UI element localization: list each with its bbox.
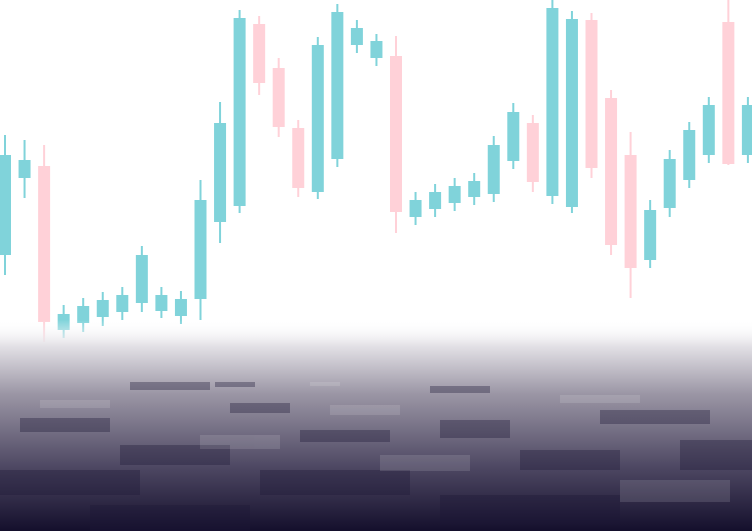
candle-body (702, 105, 715, 155)
candle-body (605, 98, 618, 245)
candle-body (96, 300, 109, 317)
candle-body (565, 19, 578, 207)
candle-body (722, 22, 735, 164)
candle-body (526, 123, 539, 182)
candle-body (468, 181, 481, 197)
candle-body (546, 8, 559, 196)
candle-body (135, 255, 148, 303)
candle-body (18, 160, 31, 178)
candle-body (370, 41, 383, 58)
candle-body (233, 18, 246, 206)
candle-body (214, 123, 227, 222)
candle-body (292, 128, 305, 188)
candle-body (38, 166, 51, 322)
candle-body (194, 200, 207, 299)
candle-body (311, 45, 324, 192)
floor-tiles (0, 382, 752, 531)
candle-body (390, 56, 402, 212)
candle-body (487, 145, 500, 194)
candle-body (683, 130, 696, 180)
floor-gradient (0, 320, 752, 531)
candle-body (350, 28, 363, 45)
candle-body (585, 20, 598, 168)
candle-body (174, 299, 187, 316)
candle-body (644, 210, 657, 260)
candle-body (409, 200, 422, 217)
candle-body (663, 159, 676, 208)
floor (0, 320, 752, 531)
floor-highlights (40, 382, 730, 502)
candle-body (155, 295, 168, 311)
candles (0, 0, 752, 342)
candle-body (0, 155, 11, 255)
candle-body (116, 295, 129, 312)
candle-body (448, 186, 461, 203)
candle-body (272, 68, 285, 127)
candle-body (253, 24, 266, 83)
candle-body (429, 192, 442, 209)
candle-body (507, 112, 520, 161)
candle-body (331, 12, 344, 159)
candle-body (624, 155, 637, 268)
candle-body (741, 105, 752, 155)
candle-body (77, 306, 90, 323)
